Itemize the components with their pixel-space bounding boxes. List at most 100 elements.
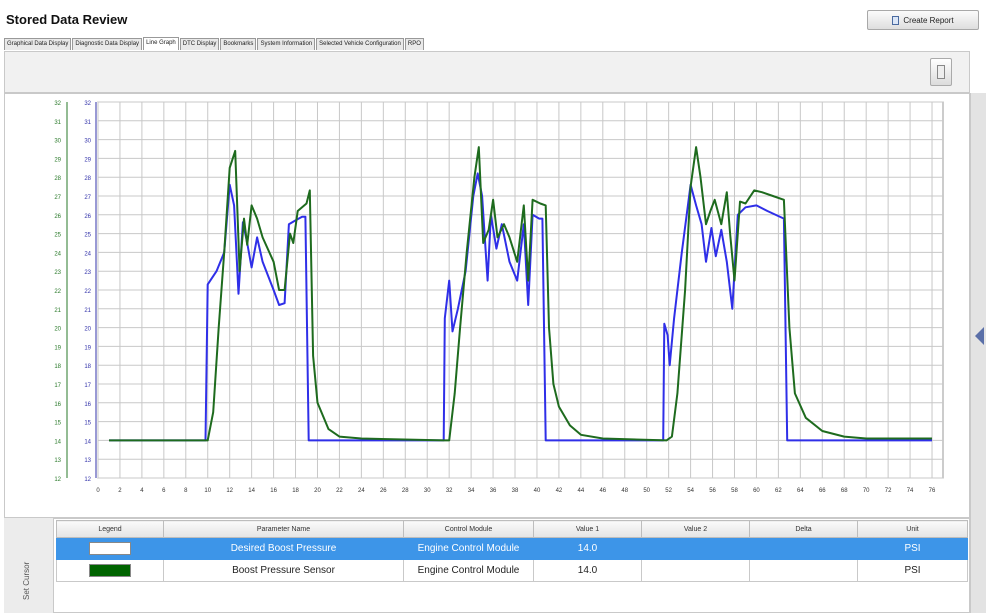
tab-bookmarks[interactable]: Bookmarks: [220, 38, 257, 50]
tab-rpo[interactable]: RPO: [404, 38, 424, 50]
x-tick-label: 58: [731, 488, 738, 494]
y-tick-label: 28: [54, 176, 61, 182]
value-1-cell: 14.0: [533, 537, 642, 560]
tab-strip: Graphical Data Display Diagnostic Data D…: [4, 37, 425, 51]
x-tick-label: 0: [96, 488, 100, 494]
table-row[interactable]: Desired Boost Pressure Engine Control Mo…: [56, 537, 968, 560]
x-tick-label: 62: [775, 488, 782, 494]
y-tick-label: 19: [84, 345, 91, 351]
x-tick-label: 70: [863, 488, 870, 494]
x-tick-label: 36: [490, 488, 497, 494]
set-cursor-button[interactable]: Set Cursor: [4, 518, 54, 613]
y-tick-label: 30: [54, 139, 61, 145]
create-report-label: Create Report: [903, 15, 954, 25]
y-tick-label: 20: [84, 327, 91, 333]
x-tick-label: 18: [292, 488, 299, 494]
column-header-value-2[interactable]: Value 2: [641, 520, 750, 538]
y-tick-label: 18: [84, 364, 91, 370]
graph-options-icon: [937, 65, 945, 79]
parameter-name-cell: Boost Pressure Sensor: [163, 559, 404, 582]
parameter-name-cell: Desired Boost Pressure: [163, 537, 404, 560]
x-tick-label: 24: [358, 488, 365, 494]
column-header-delta[interactable]: Delta: [749, 520, 858, 538]
x-tick-label: 38: [512, 488, 519, 494]
y-tick-label: 18: [54, 364, 61, 370]
x-tick-label: 20: [314, 488, 321, 494]
x-tick-label: 48: [621, 488, 628, 494]
tab-system-information[interactable]: System Information: [257, 38, 316, 50]
graph-options-button[interactable]: [930, 58, 952, 86]
y-tick-label: 17: [54, 383, 61, 389]
y-tick-label: 15: [84, 421, 91, 427]
value-2-cell: [641, 537, 750, 560]
x-tick-label: 32: [446, 488, 453, 494]
y-tick-label: 17: [84, 383, 91, 389]
y-tick-label: 16: [54, 402, 61, 408]
column-header-unit[interactable]: Unit: [857, 520, 968, 538]
tab-diagnostic-data-display[interactable]: Diagnostic Data Display: [72, 38, 143, 50]
y-tick-label: 23: [54, 270, 61, 276]
x-tick-label: 76: [929, 488, 936, 494]
column-header-value-1[interactable]: Value 1: [533, 520, 642, 538]
tab-selected-vehicle-configuration[interactable]: Selected Vehicle Configuration: [316, 38, 404, 50]
y-tick-label: 12: [54, 477, 61, 483]
value-1-cell: 14.0: [533, 559, 642, 582]
x-tick-label: 46: [599, 488, 606, 494]
y-tick-label: 31: [54, 120, 61, 126]
y-tick-label: 12: [84, 477, 91, 483]
x-tick-label: 54: [687, 488, 694, 494]
line-graph-panel: 12 12 13 13 14 14 15 15 16 16 17 17 18 18 19 19 20 20 21 21…: [4, 93, 970, 518]
series-line-2: [109, 146, 932, 442]
y-tick-label: 24: [54, 251, 61, 257]
y-tick-label: 24: [84, 251, 91, 257]
tab-graphical-data-display[interactable]: Graphical Data Display: [4, 38, 72, 50]
y-tick-label: 28: [84, 176, 91, 182]
x-tick-label: 22: [336, 488, 343, 494]
y-tick-label: 23: [84, 270, 91, 276]
column-header-legend[interactable]: Legend: [56, 520, 164, 538]
column-header-parameter-name[interactable]: Parameter Name: [163, 520, 404, 538]
title-bar: Stored Data Review Create Report: [0, 0, 986, 34]
report-icon: [892, 15, 900, 25]
series-line-1: [109, 172, 932, 442]
value-2-cell: [641, 559, 750, 582]
delta-cell: [749, 537, 858, 560]
x-tick-label: 42: [556, 488, 563, 494]
unit-cell: PSI: [857, 537, 968, 560]
tab-line-graph[interactable]: Line Graph: [143, 37, 179, 50]
x-tick-label: 68: [841, 488, 848, 494]
parameter-table: Legend Parameter Name Control Module Val…: [56, 520, 968, 582]
x-tick-label: 34: [468, 488, 475, 494]
x-tick-label: 12: [226, 488, 233, 494]
table-row[interactable]: Boost Pressure Sensor Engine Control Mod…: [56, 559, 968, 582]
column-header-control-module[interactable]: Control Module: [403, 520, 534, 538]
y-tick-label: 26: [54, 214, 61, 220]
y-tick-label: 14: [54, 439, 61, 445]
window-title: Stored Data Review: [6, 12, 128, 27]
side-panel-strip: [970, 93, 986, 613]
expand-panel-icon[interactable]: [975, 327, 984, 345]
x-tick-label: 72: [885, 488, 892, 494]
x-tick-label: 2: [118, 488, 122, 494]
x-tick-label: 60: [753, 488, 760, 494]
x-tick-label: 50: [643, 488, 650, 494]
set-cursor-label: Set Cursor: [22, 561, 31, 600]
y-tick-label: 21: [84, 308, 91, 314]
legend-swatch: [89, 542, 131, 555]
tab-dtc-display[interactable]: DTC Display: [179, 38, 220, 50]
x-tick-label: 52: [665, 488, 672, 494]
y-tick-label: 22: [54, 289, 61, 295]
x-tick-label: 8: [184, 488, 188, 494]
x-tick-label: 16: [270, 488, 277, 494]
x-tick-label: 6: [162, 488, 166, 494]
x-tick-label: 40: [534, 488, 541, 494]
create-report-button[interactable]: Create Report: [867, 10, 979, 30]
y-tick-label: 13: [84, 458, 91, 464]
y-tick-label: 30: [84, 139, 91, 145]
y-tick-label: 25: [84, 233, 91, 239]
graph-toolbar: [4, 51, 970, 93]
y-tick-label: 27: [84, 195, 91, 201]
x-tick-label: 14: [248, 488, 255, 494]
unit-cell: PSI: [857, 559, 968, 582]
